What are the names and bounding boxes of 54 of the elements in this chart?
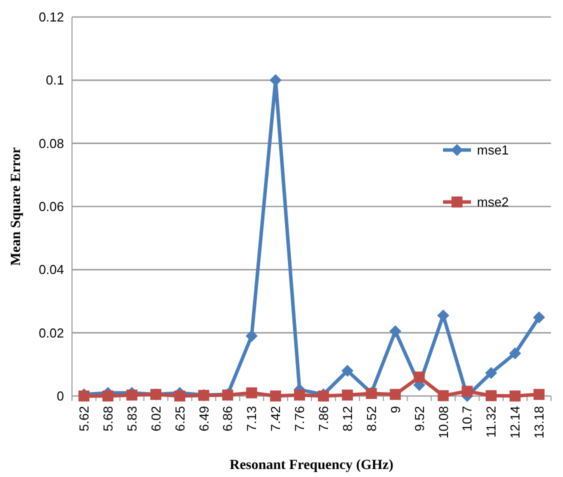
x-tick-label: 8.12 <box>340 406 355 432</box>
y-tick-label: 0.06 <box>38 199 64 214</box>
x-tick-label: 6.25 <box>172 406 188 432</box>
x-tick-label: 10.7 <box>460 406 475 432</box>
x-tick-label: 12.14 <box>508 406 523 439</box>
point <box>174 390 186 402</box>
point <box>414 372 425 383</box>
y-axis-title: Mean Square Error <box>9 147 24 266</box>
x-tick-label: 9 <box>388 406 403 414</box>
y-tick-label: 0.02 <box>38 325 64 340</box>
point <box>342 390 353 401</box>
x-tick-label: 11.32 <box>484 406 499 438</box>
x-tick-label: 6.02 <box>148 406 164 432</box>
point <box>438 390 449 402</box>
point <box>294 390 306 401</box>
point <box>389 325 402 338</box>
x-tick-label: 9.52 <box>412 406 427 432</box>
point <box>510 390 521 402</box>
point <box>341 364 354 377</box>
point <box>102 390 114 402</box>
legend-label: mse2 <box>477 194 509 210</box>
legend-label: mse1 <box>477 142 509 158</box>
x-tick-label: 5.62 <box>76 406 92 432</box>
x-tick-label: 10.08 <box>436 406 451 439</box>
point <box>509 347 522 360</box>
x-tick-label: 7.86 <box>316 406 332 432</box>
x-tick-label: 7.42 <box>268 406 284 432</box>
y-tick-label: 0.04 <box>38 262 64 278</box>
x-axis-title: Resonant Frequency (GHz) <box>230 458 394 473</box>
point <box>462 386 473 397</box>
y-tick-label: 0.08 <box>38 136 64 151</box>
x-tick-label: 6.86 <box>220 406 236 432</box>
point <box>437 309 450 322</box>
x-tick-label: 5.68 <box>100 406 116 432</box>
point <box>126 390 138 401</box>
x-tick-label: 13.18 <box>532 406 547 439</box>
point <box>78 390 90 402</box>
point <box>486 390 497 402</box>
x-tick-label: 6.49 <box>196 406 212 432</box>
x-tick-label: 7.13 <box>244 406 260 432</box>
y-tick-label: 0.12 <box>38 10 64 25</box>
point <box>318 390 329 402</box>
point <box>246 330 258 342</box>
point <box>270 390 282 402</box>
x-tick-label: 7.76 <box>292 406 308 432</box>
point <box>485 366 498 379</box>
point <box>534 388 545 400</box>
point <box>533 311 546 324</box>
y-tick-label: 0.1 <box>46 72 64 88</box>
point <box>390 388 401 400</box>
y-tick-label: 0 <box>56 388 64 404</box>
x-tick-label: 8.52 <box>364 406 379 432</box>
point <box>246 387 258 398</box>
x-tick-label: 5.83 <box>124 406 140 432</box>
